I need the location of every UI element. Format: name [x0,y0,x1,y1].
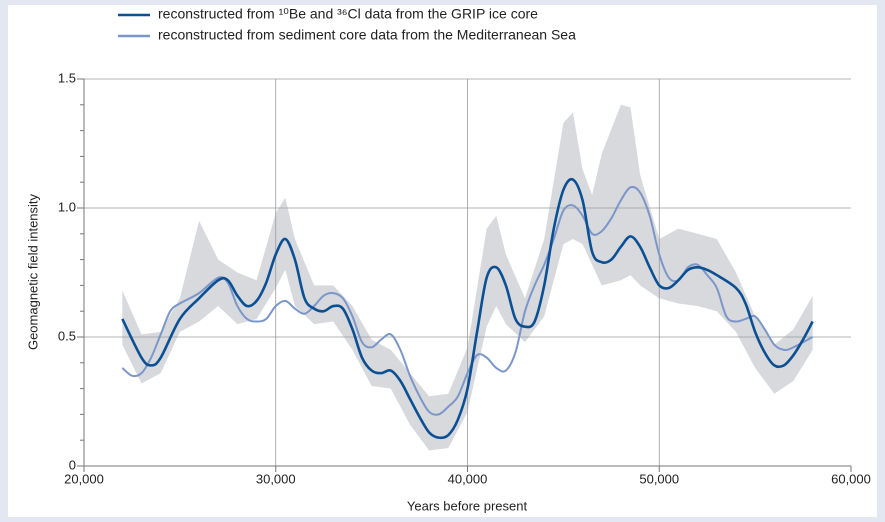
y-axis-label: Geomagnetic field intensity [25,193,40,350]
x-tick-label: 40,000 [448,471,488,486]
y-tick-label: 0.5 [58,328,76,343]
legend-label: reconstructed from ¹⁰Be and ³⁶Cl data fr… [158,6,538,22]
series-line [121,177,814,440]
y-tick-label: 1.5 [58,70,76,85]
x-tick-label: 50,000 [639,471,679,486]
x-tick-label: 30,000 [256,471,296,486]
y-tick-label: 0 [69,457,76,472]
x-tick-label: 20,000 [64,471,104,486]
x-tick-label: 60,000 [831,471,871,486]
legend-label: reconstructed from sediment core data fr… [158,27,576,43]
x-axis-label: Years before present [407,498,528,513]
y-tick-label: 1.0 [58,199,76,214]
